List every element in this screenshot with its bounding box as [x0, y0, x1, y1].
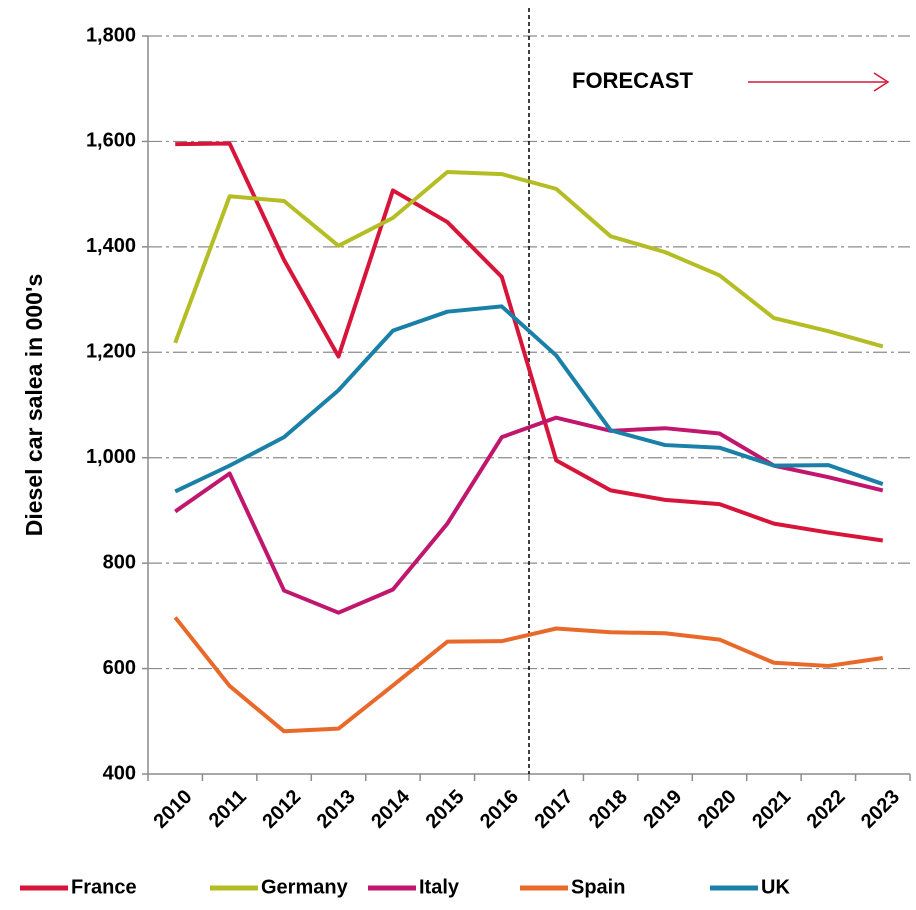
x-tick-label: 2016 [476, 786, 523, 833]
x-tick-label: 2013 [313, 786, 360, 833]
y-tick-label: 600 [103, 657, 136, 679]
annotation-arrowhead [873, 72, 890, 92]
legend-label: Germany [261, 876, 349, 898]
x-tick-label: 2019 [639, 786, 686, 833]
line [174, 304, 884, 494]
x-tick-label: 2011 [205, 786, 251, 832]
y-tick-label: 800 [103, 551, 136, 573]
y-axis-label: Diesel car salea in 000's [21, 274, 47, 537]
line [174, 415, 884, 615]
x-tick-label: 2010 [149, 786, 196, 833]
x-tick-label: 2017 [530, 786, 577, 833]
x-tick-label: 2015 [422, 786, 469, 833]
y-tick-label: 1,800 [86, 24, 136, 46]
legend-label: France [71, 876, 137, 898]
x-tick-label: 2012 [258, 786, 305, 833]
line [173, 616, 884, 734]
x-tick-label: 2020 [694, 786, 741, 833]
x-tick-label: 2023 [857, 786, 904, 833]
x-tick-label: 2018 [585, 786, 632, 833]
y-tick-label: 1,600 [86, 130, 136, 152]
line [173, 170, 884, 349]
y-tick-label: 1,000 [86, 446, 136, 468]
x-tick-label: 2014 [367, 785, 415, 833]
y-tick-label: 1,400 [86, 235, 136, 257]
line [175, 141, 884, 543]
y-tick-label: 1,200 [86, 341, 136, 363]
legend-label: Italy [419, 876, 460, 898]
y-tick-label: 400 [103, 762, 136, 784]
x-tick-label: 2022 [803, 786, 850, 833]
annotation: FORECAST [572, 68, 694, 93]
x-tick-label: 2021 [748, 786, 795, 833]
legend-label: UK [761, 876, 790, 898]
legend-label: Spain [571, 876, 625, 898]
